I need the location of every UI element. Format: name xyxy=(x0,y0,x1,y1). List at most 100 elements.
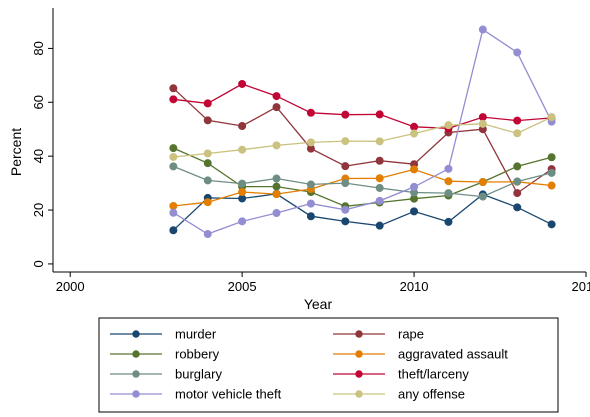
data-point xyxy=(306,212,315,221)
data-point xyxy=(547,168,556,177)
data-point xyxy=(341,217,350,226)
data-point xyxy=(169,152,178,161)
y-tick-label: 0 xyxy=(31,260,46,267)
data-point xyxy=(272,92,281,101)
data-point xyxy=(306,180,315,189)
data-point xyxy=(203,99,212,108)
data-point xyxy=(375,221,384,230)
data-point xyxy=(272,182,281,191)
legend-label: murder xyxy=(175,327,217,342)
data-point xyxy=(513,116,522,125)
data-point xyxy=(513,177,522,186)
data-point xyxy=(478,178,487,187)
series-line xyxy=(173,116,552,158)
legend-label: any offense xyxy=(398,387,465,402)
data-point xyxy=(272,141,281,150)
legend-key-marker xyxy=(132,390,140,398)
data-point xyxy=(513,189,522,198)
data-point xyxy=(444,189,453,198)
data-point xyxy=(203,116,212,125)
data-point xyxy=(169,202,178,211)
data-point xyxy=(478,192,487,201)
data-point xyxy=(238,79,247,88)
y-tick-label: 40 xyxy=(31,149,46,163)
data-point xyxy=(375,183,384,192)
data-point xyxy=(169,95,178,104)
data-point xyxy=(444,177,453,186)
data-point xyxy=(272,103,281,112)
data-point xyxy=(169,144,178,153)
series-lines xyxy=(172,28,553,235)
legend-key-marker xyxy=(132,370,140,378)
series-line xyxy=(173,28,553,235)
legend-label: burglary xyxy=(175,367,222,382)
x-tick-label: 2000 xyxy=(56,279,85,294)
data-point xyxy=(513,203,522,212)
data-point xyxy=(478,119,487,128)
data-point xyxy=(169,226,178,235)
series-line xyxy=(173,165,552,198)
legend: murder rape robbery aggravated assault burgl… xyxy=(98,317,559,413)
data-point xyxy=(203,230,212,239)
y-tick-label: 80 xyxy=(31,41,46,55)
data-point xyxy=(238,121,247,130)
data-point xyxy=(341,205,350,214)
data-point xyxy=(410,129,419,138)
data-point xyxy=(169,84,178,93)
data-point xyxy=(547,220,556,229)
data-point xyxy=(272,190,281,199)
data-point xyxy=(547,181,556,190)
legend-box xyxy=(98,317,559,413)
data-point xyxy=(341,110,350,119)
legend-label: robbery xyxy=(175,347,220,362)
data-point xyxy=(169,162,178,171)
data-point xyxy=(410,207,419,216)
data-point xyxy=(203,149,212,158)
data-point xyxy=(238,187,247,196)
legend-key-marker xyxy=(355,390,363,398)
data-point xyxy=(375,196,384,205)
legend-key-marker xyxy=(132,350,140,358)
data-point xyxy=(375,110,384,119)
series-line xyxy=(173,168,552,207)
data-point xyxy=(547,113,556,122)
series-markers xyxy=(169,25,556,239)
x-tick-label: 2010 xyxy=(400,279,429,294)
data-point xyxy=(272,209,281,218)
series-line xyxy=(173,83,552,130)
data-point xyxy=(547,153,556,162)
data-point xyxy=(410,182,419,191)
x-axis-title: Year xyxy=(304,296,333,312)
data-point xyxy=(513,48,522,57)
data-point xyxy=(478,113,487,122)
data-point xyxy=(306,199,315,208)
series-line xyxy=(172,193,552,231)
x-tick-label: 2005 xyxy=(228,279,257,294)
data-point xyxy=(203,198,212,207)
axes: 0 20 40 60 80 2000 2005 2010 2015 xyxy=(31,8,590,294)
data-point xyxy=(169,208,178,217)
legend-label: theft/larceny xyxy=(398,367,469,382)
data-point xyxy=(444,164,453,173)
legend-label: aggravated assault xyxy=(398,347,508,362)
legend-key-marker xyxy=(355,350,363,358)
x-tick-label: 2015 xyxy=(572,279,590,294)
data-point xyxy=(238,179,247,188)
data-point xyxy=(238,217,247,226)
data-point xyxy=(341,162,350,171)
y-tick-label: 60 xyxy=(31,95,46,109)
y-tick-label: 20 xyxy=(31,203,46,217)
data-point xyxy=(410,165,419,174)
legend-key-marker xyxy=(132,330,140,338)
data-point xyxy=(513,129,522,138)
data-point xyxy=(375,174,384,183)
legend-key-marker xyxy=(355,330,363,338)
data-point xyxy=(341,137,350,146)
legend-key-marker xyxy=(355,370,363,378)
y-axis-title: Percent xyxy=(8,128,24,176)
legend-label: motor vehicle theft xyxy=(175,387,282,402)
data-point xyxy=(444,217,453,226)
data-point xyxy=(478,25,487,34)
data-point xyxy=(444,121,453,130)
